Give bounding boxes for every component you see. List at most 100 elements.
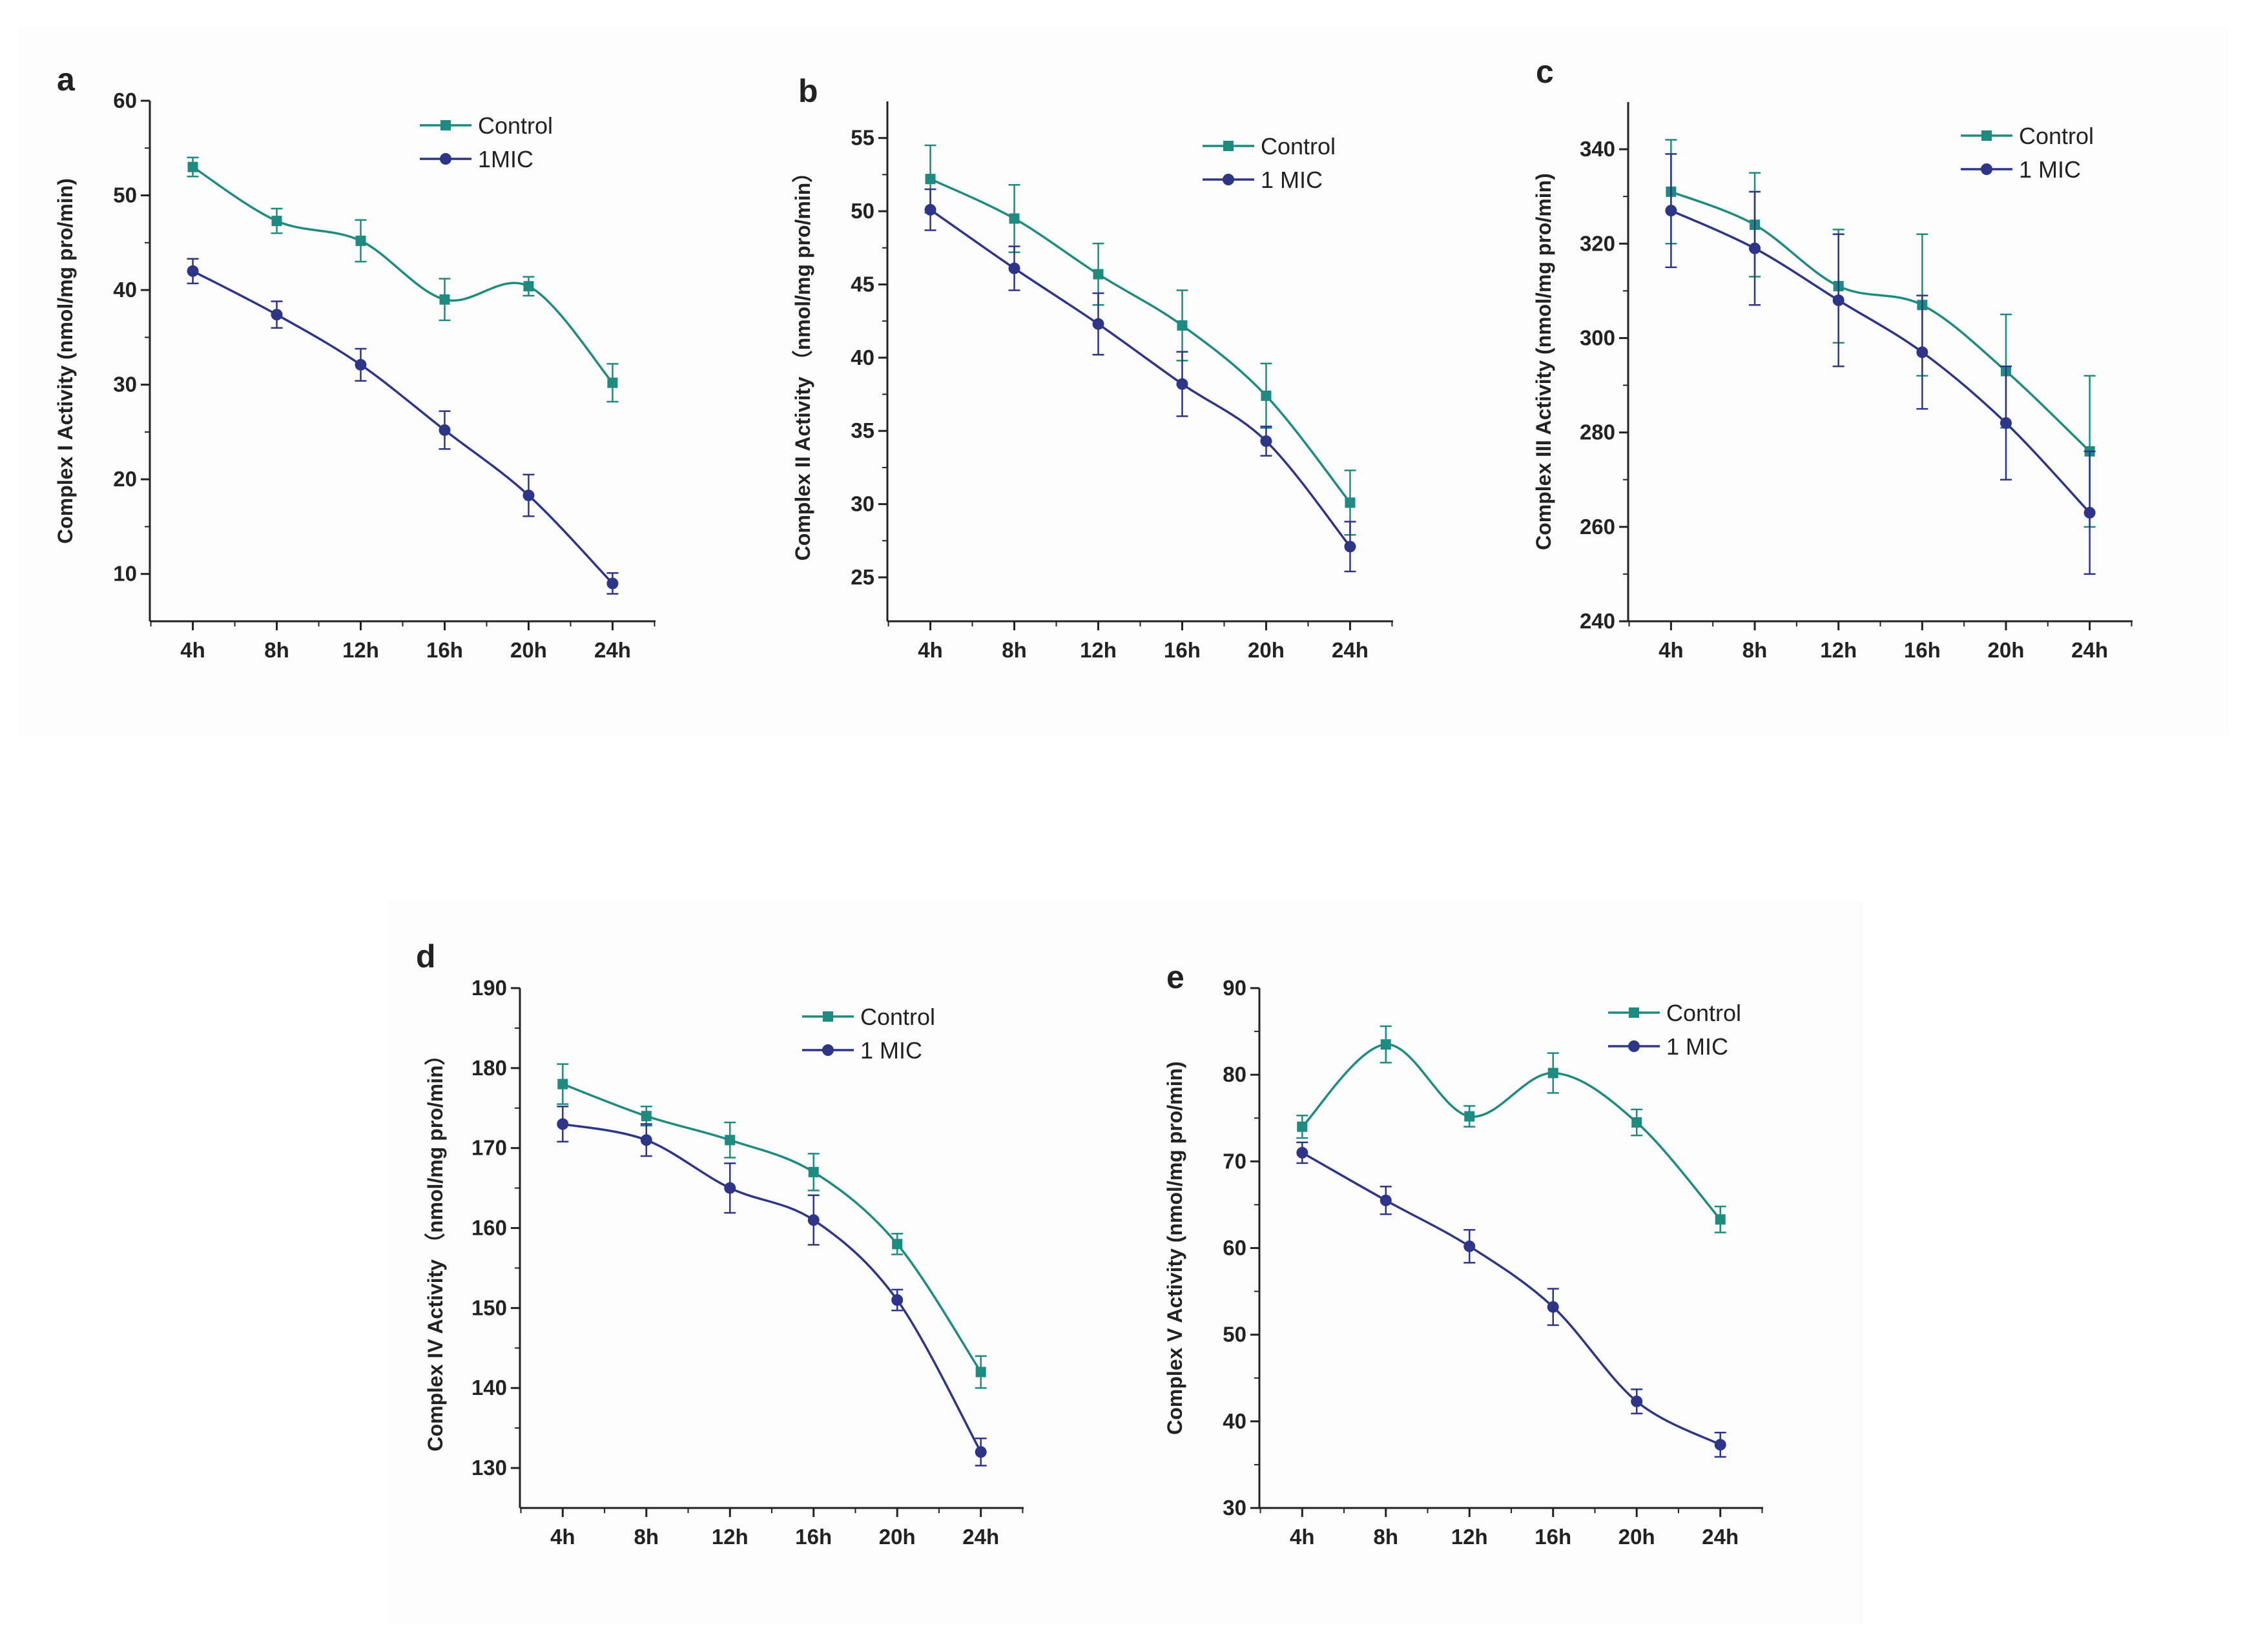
panel-letter-e: e	[1166, 959, 1184, 995]
legend-label: 1 MIC	[2019, 156, 2081, 183]
data-point	[1749, 242, 1761, 254]
y-tick-label: 25	[851, 565, 874, 589]
data-point	[557, 1079, 568, 1089]
series-control	[557, 1063, 987, 1389]
legend-entry-mic: 1 MIC	[1203, 167, 1323, 193]
data-point	[724, 1182, 736, 1194]
x-tick-label: 12h	[712, 1525, 749, 1549]
y-tick-label: 70	[1223, 1149, 1246, 1173]
data-point	[925, 174, 936, 185]
data-point	[523, 281, 534, 292]
x-tick-label: 16h	[1535, 1525, 1571, 1549]
data-point	[975, 1367, 986, 1378]
legend-marker	[1981, 163, 1992, 175]
legend-label: Control	[1261, 133, 1336, 160]
series-mic	[557, 1106, 987, 1467]
legend-marker	[1628, 1040, 1640, 1052]
data-point	[1665, 205, 1677, 217]
legend-label: Control	[478, 112, 553, 139]
data-point	[271, 216, 282, 227]
y-tick-label: 40	[113, 278, 137, 302]
series-mic	[1296, 1141, 1726, 1458]
legend-entry-control: Control	[1608, 1000, 1741, 1026]
y-tick-label: 170	[471, 1136, 507, 1160]
data-point	[1296, 1146, 1308, 1159]
chart-panel-d: d 130 140 150 160 170 180 190 4h 8h 12h 16h 20h 24h Co…	[416, 938, 1024, 1549]
y-tick-label: 130	[471, 1456, 507, 1480]
legend-entry-mic: 1 MIC	[802, 1037, 922, 1064]
legend-label: 1 MIC	[1261, 167, 1323, 193]
series-line	[1301, 1151, 1721, 1446]
y-tick-label: 80	[1223, 1062, 1246, 1086]
y-axis-title: Complex V Activity (nmol/mg pro/min)	[1163, 1061, 1186, 1434]
x-tick-label: 24h	[1702, 1525, 1739, 1549]
legend-entry-mic: 1MIC	[420, 146, 533, 172]
data-point	[1631, 1117, 1642, 1128]
data-point	[725, 1135, 736, 1146]
x-tick-label: 20h	[510, 638, 547, 662]
y-tick-label: 10	[113, 562, 137, 586]
y-axis-title: Complex IV Activity （nmol/mg pro/min）	[424, 1044, 447, 1451]
legend-marker	[822, 1044, 834, 1056]
data-point	[1176, 378, 1188, 390]
data-point	[1345, 497, 1356, 508]
y-tick-label: 20	[113, 467, 137, 491]
y-tick-label: 30	[1223, 1496, 1246, 1520]
y-tick-label: 40	[851, 346, 874, 369]
chart-panel-a: a 10 20 30 40 50 60 4h 8h 12h 16h 20h 24h Complex I A…	[54, 61, 656, 662]
data-point	[522, 490, 535, 502]
y-tick-label: 190	[471, 976, 507, 1000]
panel-letter-a: a	[57, 61, 76, 98]
data-point	[807, 1214, 820, 1226]
data-point	[641, 1111, 652, 1122]
data-point	[924, 203, 936, 216]
data-point	[1177, 320, 1188, 331]
data-point	[1380, 1194, 1392, 1206]
top-row-background	[19, 26, 2228, 736]
series-line	[192, 166, 614, 384]
x-tick-label: 8h	[264, 638, 289, 662]
data-point	[1260, 435, 1272, 448]
x-tick-label: 24h	[1332, 638, 1369, 662]
data-point	[1547, 1068, 1558, 1079]
x-tick-label: 4h	[550, 1525, 575, 1549]
data-point	[891, 1294, 904, 1306]
data-point	[1008, 262, 1020, 274]
data-point	[1714, 1439, 1726, 1451]
x-tick-label: 16h	[426, 638, 463, 662]
series-mic	[187, 258, 619, 595]
legend-label: Control	[2019, 123, 2094, 149]
y-tick-label: 160	[471, 1216, 507, 1240]
y-tick-label: 300	[1580, 325, 1615, 349]
y-tick-label: 40	[1223, 1409, 1246, 1433]
legend-marker	[1981, 130, 1992, 141]
data-point	[1380, 1039, 1391, 1050]
x-tick-label: 24h	[2071, 638, 2108, 662]
y-axis-title: Complex III Activity (nmol/mg pro/min)	[1532, 173, 1555, 550]
legend-label: Control	[860, 1004, 935, 1030]
data-point	[1009, 213, 1020, 224]
y-tick-label: 45	[851, 272, 874, 296]
data-point	[1715, 1214, 1726, 1225]
series-line	[1301, 1043, 1722, 1221]
data-point	[1261, 390, 1272, 401]
x-tick-label: 20h	[1248, 638, 1285, 662]
series-control	[1296, 1025, 1726, 1234]
panel-letter-d: d	[416, 938, 436, 975]
x-tick-label: 12h	[342, 638, 379, 662]
data-point	[892, 1239, 903, 1250]
y-tick-label: 340	[1580, 137, 1615, 161]
legend-marker	[823, 1011, 833, 1022]
bottom-row-background	[388, 901, 1863, 1624]
chart-panel-e: e 30 40 50 60 70 80 90 4h 8h 12h 16h 20h 24h Complex V…	[1163, 959, 1763, 1549]
x-tick-label: 20h	[1618, 1525, 1655, 1549]
x-tick-label: 16h	[795, 1525, 832, 1549]
data-point	[1463, 1240, 1476, 1252]
data-point	[640, 1134, 652, 1146]
legend-entry-control: Control	[802, 1004, 935, 1030]
data-point	[1092, 318, 1104, 330]
y-tick-label: 55	[851, 126, 874, 150]
series-line	[192, 270, 614, 584]
legend-label: 1MIC	[478, 146, 533, 172]
